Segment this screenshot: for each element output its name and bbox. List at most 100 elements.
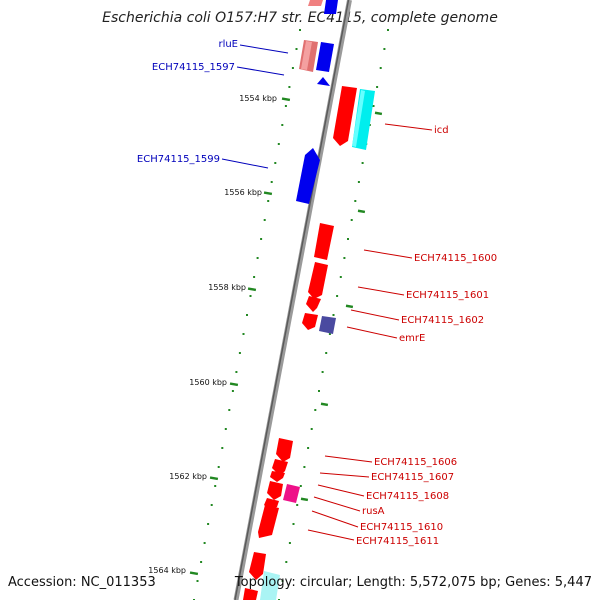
gene-label[interactable]: ECH74115_1610 [360, 522, 443, 533]
gene-arrow-top-partial[interactable] [324, 0, 338, 14]
ring-dot [228, 409, 231, 411]
gene-arrow-icd-a[interactable] [333, 86, 357, 146]
ring-dot [314, 409, 317, 411]
ring-dot [296, 504, 299, 506]
ring-dot [203, 542, 206, 544]
ruler-label: 1558 kbp [208, 283, 246, 292]
ring-dot [350, 219, 353, 221]
ring-dot [246, 314, 248, 316]
ring-dot [267, 200, 270, 202]
ring-dot [295, 48, 298, 50]
gene-label[interactable]: ECH74115_1601 [406, 290, 489, 301]
gene-arrow-ECH74115_1599[interactable] [296, 148, 320, 204]
ruler-tick [189, 571, 199, 576]
ring-dot [347, 238, 349, 240]
ring-dot [207, 523, 210, 525]
ring-dot [292, 523, 295, 525]
ring-dot [253, 276, 256, 278]
gene-arrow-rusA[interactable] [283, 484, 300, 503]
gene-arrow-ECH74115_1601[interactable] [308, 262, 328, 299]
gene-labels: rluE ECH74115_1597 icd ECH74115_1599 ECH… [137, 39, 497, 547]
ring-dot [274, 162, 277, 164]
gene-arrow-ECH74115_1600[interactable] [314, 223, 334, 260]
genome-backbone [233, 0, 352, 600]
ring-dot [260, 238, 263, 240]
ring-dot [318, 390, 320, 392]
ruler-tick [263, 191, 273, 196]
ring-dot [235, 371, 238, 373]
misc-features-top [299, 0, 323, 72]
ring-dot [281, 124, 284, 126]
ruler-label: 1556 kbp [224, 188, 262, 197]
gene-label[interactable]: ECH74115_1606 [374, 457, 457, 468]
ring-dot [270, 181, 273, 183]
ring-dot [354, 200, 357, 202]
gene-arrow-ECH74115_1602[interactable] [306, 296, 321, 312]
gene-label[interactable]: rusA [362, 506, 385, 517]
ruler-label: 1564 kbp [148, 566, 186, 575]
ruler-tick [281, 97, 291, 102]
ring-dot [383, 48, 386, 50]
ring-dot [299, 485, 302, 487]
ring-dot [332, 314, 335, 316]
reverse-strand-genes [296, 0, 338, 204]
gene-arrow-ECH74115_1606[interactable] [276, 438, 293, 462]
ring-dot [256, 257, 259, 259]
ruler-tick [229, 382, 239, 387]
ring-dot [288, 542, 291, 544]
ring-dot [242, 333, 245, 335]
ring-dot [339, 276, 342, 278]
map-title: Escherichia coli O157:H7 str. EC4115, co… [102, 10, 498, 26]
gene-label[interactable]: ECH74115_1597 [152, 62, 235, 73]
gene-arrow-bottom-partial[interactable] [249, 552, 266, 580]
gene-label[interactable]: icd [434, 125, 449, 136]
ruler-label: 1554 kbp [239, 94, 277, 103]
ruler-tick [247, 287, 257, 292]
gene-label[interactable]: ECH74115_1607 [371, 472, 454, 483]
gene-label[interactable]: emrE [399, 333, 425, 344]
ruler-label: 1560 kbp [189, 378, 227, 387]
ring-dot [238, 352, 241, 354]
ring-dot [288, 86, 291, 88]
gene-arrow-small[interactable] [317, 77, 330, 86]
ring-dot [277, 143, 280, 145]
ring-dot [387, 29, 389, 31]
gene-arrow-ECH74115_1611[interactable] [258, 505, 279, 538]
ring-dot [210, 504, 213, 506]
gene-label[interactable]: ECH74115_1611 [356, 536, 439, 547]
ring-dot [372, 105, 375, 107]
ring-dot [299, 29, 301, 31]
gene-arrow-ECH74115_1597[interactable] [316, 42, 334, 72]
ring-dot [281, 580, 284, 582]
gene-label[interactable]: ECH74115_1602 [401, 315, 484, 326]
ring-dot [221, 447, 224, 449]
gene-label[interactable]: rluE [218, 39, 238, 50]
ring-dot [307, 447, 310, 449]
ring-dot [343, 257, 346, 259]
ring-dot [303, 466, 306, 468]
outer-dashes [300, 111, 383, 502]
ring-dot [336, 295, 339, 297]
topology-text: Topology: circular; Length: 5,572,075 bp… [234, 575, 592, 590]
gene-label[interactable]: ECH74115_1608 [366, 491, 449, 502]
forward-strand-genes [243, 86, 375, 600]
ruler-label: 1562 kbp [169, 472, 207, 481]
ring-dot [328, 333, 331, 335]
ring-dot [263, 219, 266, 221]
label-leaders [221, 44, 433, 541]
gene-arrow-ECH74115_1608[interactable] [267, 481, 283, 500]
ring-dot [200, 561, 203, 563]
ring-dot [291, 67, 294, 69]
ring-dot [376, 86, 379, 88]
ring-dot [284, 105, 287, 107]
ring-dot [224, 428, 227, 430]
ring-dot [361, 162, 364, 164]
inner-dotted-ring [193, 29, 301, 600]
gene-label[interactable]: ECH74115_1599 [137, 154, 220, 165]
ring-dot [214, 485, 217, 487]
ring-dot [217, 466, 220, 468]
gene-arrow-emrE[interactable] [319, 316, 336, 334]
gene-label[interactable]: ECH74115_1600 [414, 253, 497, 264]
ring-dot [231, 390, 234, 392]
